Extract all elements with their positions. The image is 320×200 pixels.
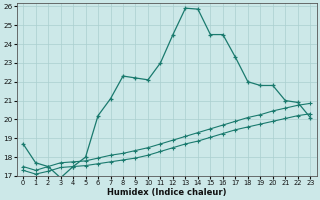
- X-axis label: Humidex (Indice chaleur): Humidex (Indice chaleur): [107, 188, 227, 197]
